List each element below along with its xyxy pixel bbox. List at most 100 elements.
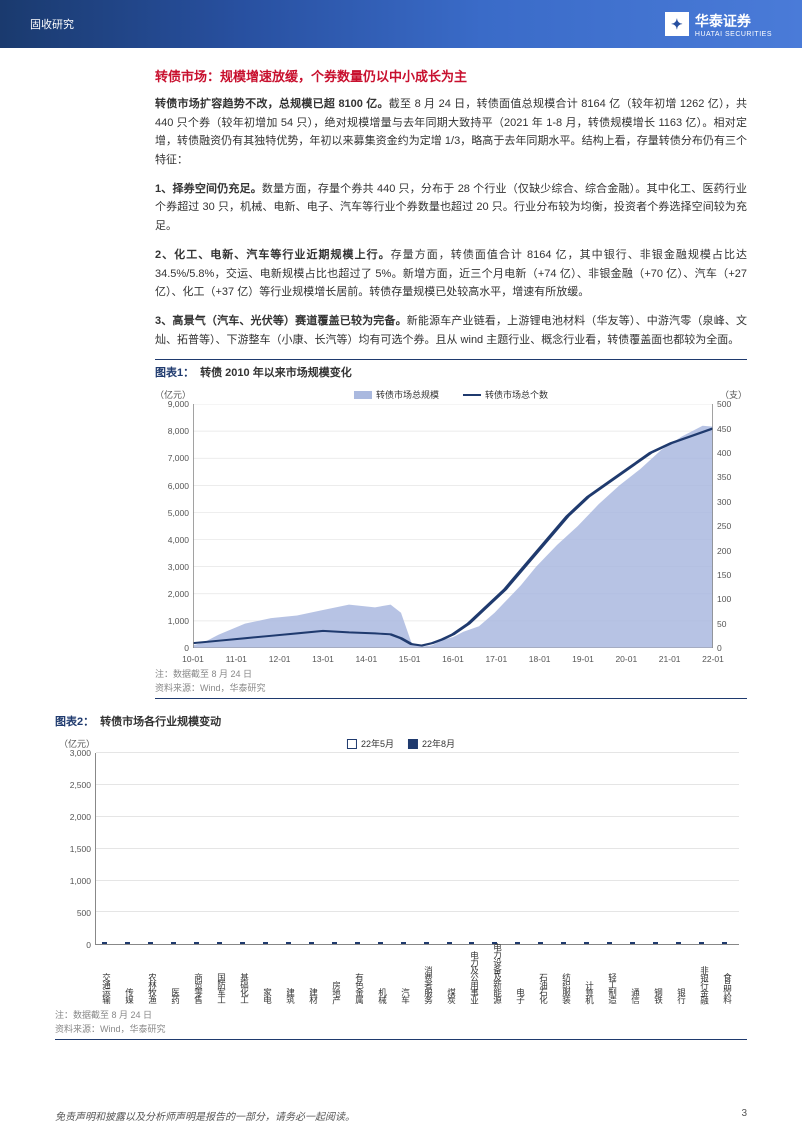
logo-text-en: HUATAI SECURITIES — [695, 31, 772, 38]
bar-group — [601, 942, 624, 944]
chart2-xtick: 计算机 — [584, 981, 596, 1004]
bar-group — [349, 942, 372, 944]
header-logo-block: ✦ 华泰证券 HUATAI SECURITIES — [665, 11, 772, 38]
chart2-legend: 22年5月 22年8月 — [347, 737, 455, 750]
bar-group — [716, 942, 739, 944]
footer-disclaimer: 免责声明和披露以及分析师声明是报告的一部分，请务必一起阅读。 — [55, 1108, 355, 1123]
chart1-ytick-right: 0 — [717, 643, 747, 653]
bar-group — [188, 942, 211, 944]
bar-group — [326, 942, 349, 944]
legend-area-swatch — [354, 391, 372, 399]
bar-group — [532, 942, 555, 944]
p3-bold: 2、化工、电新、汽车等行业近期规模上行。 — [155, 249, 391, 261]
chart2-xtick: 电力及公用事业 — [469, 951, 481, 1004]
chart1-ytick-left: 0 — [155, 643, 189, 653]
bar-may — [125, 942, 130, 944]
chart2-xtick: 石油石化 — [538, 973, 550, 1003]
chart2-xtick: 医药 — [170, 988, 182, 1003]
chart1-xtick: 19-01 — [572, 654, 594, 664]
chart2-xtick: 交通运输 — [101, 973, 113, 1003]
chart2-xtick: 食品饮料 — [722, 973, 734, 1003]
bar-may — [538, 942, 543, 944]
chart2-xtick: 通信 — [630, 988, 642, 1003]
bar-group — [395, 942, 418, 944]
chart2-name: 转债市场各行业规模变动 — [100, 713, 221, 729]
chart1-ytick-left: 3,000 — [155, 562, 189, 572]
bar-may — [378, 942, 383, 944]
bar-may — [217, 942, 222, 944]
bar-group — [670, 942, 693, 944]
legend-line-swatch — [463, 394, 481, 396]
logo-icon: ✦ — [665, 12, 689, 36]
chart2-xtick: 国防军工 — [216, 973, 228, 1003]
paragraph-3: 2、化工、电新、汽车等行业近期规模上行。存量方面，转债面值合计 8164 亿，其… — [155, 246, 747, 302]
chart2-ytick: 2,000 — [59, 812, 91, 822]
chart1-xtick: 21-01 — [659, 654, 681, 664]
main-content: 转债市场：规模增速放缓，个券数量仍以中小成长为主 转债市场扩容趋势不改，总规模已… — [0, 48, 802, 699]
legend-b-swatch — [408, 739, 418, 749]
chart2-xtick: 汽车 — [400, 988, 412, 1003]
p4-bold: 3、高景气（汽车、光伏等）赛道覆盖已较为完备。 — [155, 315, 407, 327]
bar-group — [555, 942, 578, 944]
chart1-ytick-right: 350 — [717, 472, 747, 482]
bar-may — [424, 942, 429, 944]
chart2-ytick: 3,000 — [59, 748, 91, 758]
section-title: 转债市场：规模增速放缓，个券数量仍以中小成长为主 — [155, 66, 747, 85]
chart1-ytick-right: 200 — [717, 546, 747, 556]
legend-area-label: 转债市场总规模 — [376, 388, 439, 401]
bar-may — [699, 942, 704, 944]
chart2-xtick: 房地产 — [331, 981, 343, 1004]
bar-group — [303, 942, 326, 944]
chart1-ytick-right: 50 — [717, 619, 747, 629]
bar-group — [441, 942, 464, 944]
bar-may — [171, 942, 176, 944]
chart2-xtick: 银行 — [676, 988, 688, 1003]
legend-a-label: 22年5月 — [361, 737, 394, 750]
chart2-xtick: 煤炭 — [446, 988, 458, 1003]
chart1-container: （亿元） （支） 转债市场总规模 转债市场总个数 01,0002,0003,00… — [155, 384, 747, 664]
chart2-xtick: 农林牧渔 — [147, 973, 159, 1003]
bar-group — [165, 942, 188, 944]
bar-group — [234, 942, 257, 944]
chart2-num: 图表2： — [55, 713, 94, 729]
chart1-xtick: 11-01 — [226, 654, 247, 664]
chart2-xtick: 建筑 — [285, 988, 297, 1003]
legend-b-label: 22年8月 — [422, 737, 455, 750]
bar-may — [447, 942, 452, 944]
bar-may — [561, 942, 566, 944]
p1-bold: 转债市场扩容趋势不改，总规模已超 8100 亿。 — [155, 98, 389, 110]
bar-may — [630, 942, 635, 944]
chart1-ytick-right: 500 — [717, 399, 747, 409]
bar-may — [286, 942, 291, 944]
chart2-xtick: 纺织服装 — [561, 973, 573, 1003]
bar-may — [515, 942, 520, 944]
chart2-xtick: 电力设备及新能源 — [492, 943, 504, 1003]
page-number: 3 — [741, 1108, 747, 1123]
header-category: 固收研究 — [30, 16, 74, 32]
chart2-ytick: 1,500 — [59, 844, 91, 854]
chart2-xtick: 建材 — [308, 988, 320, 1003]
chart2-ytick: 1,000 — [59, 876, 91, 886]
bar-group — [119, 942, 142, 944]
bar-group — [693, 942, 716, 944]
chart1-ytick-right: 450 — [717, 424, 747, 434]
chart1-legend: 转债市场总规模 转债市场总个数 — [354, 388, 548, 401]
chart2-xtick: 基础化工 — [239, 973, 251, 1003]
logo-text-cn: 华泰证券 — [695, 11, 772, 31]
chart1-svg — [193, 404, 713, 648]
legend-line-label: 转债市场总个数 — [485, 388, 548, 401]
bar-group — [96, 942, 119, 944]
chart1-ytick-right: 400 — [717, 448, 747, 458]
chart1-plot-area — [193, 404, 713, 648]
bar-group — [578, 942, 601, 944]
bar-may — [240, 942, 245, 944]
bar-may — [607, 942, 612, 944]
chart1-source: 资料来源：Wind，华泰研究 — [155, 681, 747, 699]
chart2-xtick: 非银行金融 — [699, 966, 711, 1004]
chart2-ytick: 2,500 — [59, 780, 91, 790]
bar-group — [418, 942, 441, 944]
p2-bold: 1、择券空间仍充足。 — [155, 183, 262, 195]
bar-group — [509, 942, 532, 944]
bar-group — [372, 942, 395, 944]
chart2-xtick: 传媒 — [124, 988, 136, 1003]
